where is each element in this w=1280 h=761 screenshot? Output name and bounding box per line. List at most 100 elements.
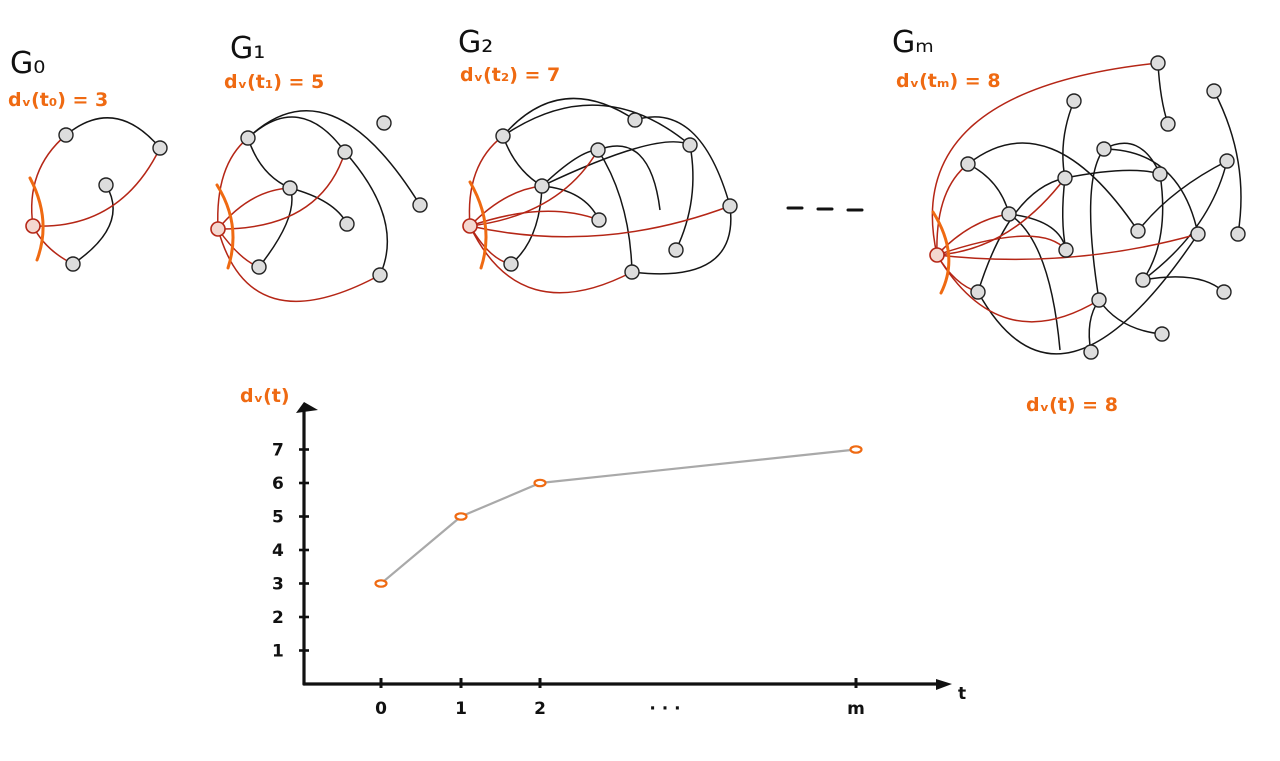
edge <box>541 149 599 187</box>
x-axis-arrowhead <box>936 679 952 690</box>
edge <box>1008 213 1067 251</box>
node <box>722 198 738 214</box>
data-point <box>533 478 547 488</box>
edge-incident <box>468 135 504 227</box>
y-tick-label: 2 <box>272 608 284 628</box>
node <box>627 112 643 128</box>
degree-cut-arc <box>215 183 235 270</box>
edge-incident <box>217 137 249 230</box>
graph-gm: Gₘ dᵥ(tₘ) = 8 <box>892 25 1246 416</box>
series-line <box>380 448 857 585</box>
edge <box>258 187 293 268</box>
y-tick-label: 3 <box>272 575 284 595</box>
edge <box>597 145 661 211</box>
edge <box>1008 213 1061 351</box>
x-tick-label: 0 <box>375 699 387 719</box>
degree-cut-arc <box>468 180 488 270</box>
node <box>339 216 355 232</box>
node <box>1066 93 1082 109</box>
graph-g1-degree-label: dᵥ(t₁) = 5 <box>224 71 324 93</box>
final-degree-label: dᵥ(t) = 8 <box>1026 394 1118 416</box>
node <box>503 256 519 272</box>
data-point <box>374 579 388 588</box>
x-tick-label: 2 <box>534 699 546 719</box>
y-tick-label: 4 <box>272 541 284 561</box>
edge <box>502 104 691 146</box>
edge <box>631 205 732 275</box>
edge <box>1064 169 1161 179</box>
edge <box>1142 173 1164 281</box>
node <box>58 127 74 143</box>
edge-incident <box>469 210 600 227</box>
node <box>251 259 267 275</box>
y-ticks: 1 2 3 4 5 6 7 <box>272 441 309 662</box>
edge <box>967 142 1139 232</box>
sequence-ellipsis <box>786 206 864 212</box>
x-tick-label: · · · <box>649 699 680 719</box>
graph-g1-title: G₁ <box>230 31 265 66</box>
node <box>282 180 298 196</box>
edge <box>344 151 388 276</box>
node <box>960 156 976 172</box>
edge <box>502 97 636 137</box>
series-layer <box>374 445 863 588</box>
focal-node-v <box>210 221 226 237</box>
edge <box>1103 148 1199 235</box>
x-ticks: 0 1 2 · · · m <box>375 678 865 719</box>
node <box>1135 272 1151 288</box>
node <box>1091 292 1107 308</box>
edge <box>1103 142 1161 175</box>
y-tick-label: 7 <box>272 441 284 461</box>
edge <box>541 185 600 221</box>
data-point <box>849 445 863 454</box>
edge <box>65 117 161 149</box>
edge <box>977 177 1066 293</box>
edge <box>1137 160 1228 232</box>
edge-incident <box>217 151 346 230</box>
edge <box>1062 100 1075 179</box>
edge <box>541 141 691 187</box>
node <box>495 128 511 144</box>
edge-incident <box>936 177 1066 256</box>
node <box>624 264 640 280</box>
edge-incident <box>936 213 1010 256</box>
node <box>376 115 392 131</box>
x-axis-label: t <box>958 684 966 704</box>
node <box>412 197 428 213</box>
edge <box>967 163 1010 215</box>
node <box>1160 116 1176 132</box>
node <box>65 256 81 272</box>
y-axis-label: dᵥ(t) <box>240 385 290 407</box>
edge <box>247 110 421 206</box>
graph-g0-degree-label: dᵥ(t₀) = 3 <box>8 89 108 111</box>
node <box>1154 326 1170 342</box>
node <box>337 144 353 160</box>
focal-node-v <box>929 247 945 263</box>
edge <box>1142 160 1228 281</box>
edge <box>1157 62 1169 125</box>
node <box>98 177 114 193</box>
edge <box>977 233 1199 355</box>
edge <box>289 187 348 225</box>
graph-g2-title: G₂ <box>458 25 493 60</box>
node <box>682 137 698 153</box>
edge-incident <box>217 228 381 303</box>
edge-incident <box>936 235 1067 256</box>
edge <box>72 184 114 265</box>
node <box>591 212 607 228</box>
node <box>970 284 986 300</box>
node <box>1152 166 1168 182</box>
edge-incident <box>469 149 599 227</box>
node <box>1001 206 1017 222</box>
graph-gm-degree-label: dᵥ(tₘ) = 8 <box>896 70 1001 92</box>
edge <box>1089 148 1105 301</box>
edge-incident <box>217 187 291 230</box>
degree-cut-arc <box>28 176 45 262</box>
graph-g0: G₀ dᵥ(t₀) = 3 <box>8 46 168 272</box>
edge-incident <box>469 225 633 294</box>
edge <box>502 135 543 187</box>
graph-g1: G₁ dᵥ(t₁) = 5 <box>210 31 428 303</box>
node <box>372 267 388 283</box>
